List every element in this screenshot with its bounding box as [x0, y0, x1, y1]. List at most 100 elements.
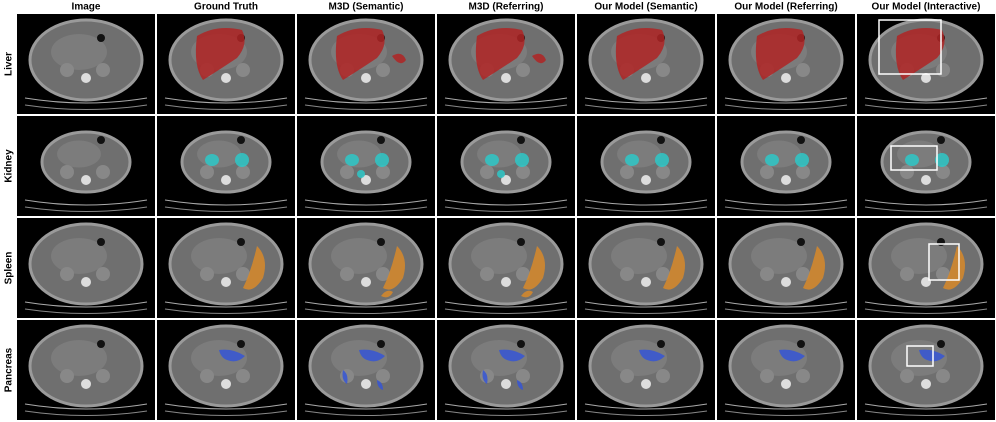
table-line: [584, 104, 708, 110]
ct-image: [297, 320, 435, 420]
ct-image: [437, 14, 575, 114]
mask: [205, 154, 219, 166]
organ: [57, 140, 101, 168]
kidney-left: [60, 63, 74, 77]
table-line: [24, 308, 148, 314]
column-header: Our Model (Interactive): [872, 2, 981, 13]
column-header: Our Model (Referring): [734, 2, 837, 13]
table-line: [724, 301, 848, 308]
ct-image: [437, 218, 575, 318]
table-line: [864, 403, 988, 410]
table-line: [164, 199, 288, 206]
organ: [51, 34, 107, 70]
gas: [797, 136, 805, 144]
mask: [375, 153, 389, 167]
kidney-left: [200, 165, 214, 179]
kidney-right: [796, 267, 810, 281]
mask-error: [357, 170, 365, 178]
spine: [501, 379, 511, 389]
kidney-right: [516, 267, 530, 281]
kidney-right: [96, 165, 110, 179]
row-label: Pancreas: [4, 347, 15, 392]
kidney-right: [656, 267, 670, 281]
mask-error: [521, 290, 533, 298]
gas: [97, 34, 105, 42]
kidney-left: [900, 267, 914, 281]
table-line: [24, 199, 148, 206]
ct-image: [297, 218, 435, 318]
spine: [641, 379, 651, 389]
kidney-right: [656, 63, 670, 77]
spine: [781, 175, 791, 185]
ct-image: [437, 116, 575, 216]
gas: [657, 340, 665, 348]
table-line: [444, 308, 568, 314]
table-line: [24, 206, 148, 212]
mask: [243, 246, 265, 290]
gas: [237, 340, 245, 348]
mask: [219, 349, 245, 362]
table-line: [724, 104, 848, 110]
mask-error: [497, 170, 505, 178]
kidney-left: [620, 267, 634, 281]
table-line: [584, 308, 708, 314]
kidney-left: [760, 267, 774, 281]
table-line: [304, 104, 428, 110]
mask-error: [532, 53, 546, 64]
table-line: [304, 301, 428, 308]
mask: [615, 28, 665, 80]
kidney-left: [60, 267, 74, 281]
mask: [485, 154, 499, 166]
table-line: [24, 104, 148, 110]
gas: [377, 238, 385, 246]
table-line: [584, 403, 708, 410]
kidney-left: [620, 165, 634, 179]
kidney-left: [760, 369, 774, 383]
gas: [657, 238, 665, 246]
table-line: [724, 403, 848, 410]
kidney-right: [236, 63, 250, 77]
ct-image: [857, 320, 995, 420]
gas: [97, 340, 105, 348]
ct-image: [577, 14, 715, 114]
table-line: [24, 97, 148, 104]
row-label: Liver: [4, 52, 15, 76]
spine: [221, 175, 231, 185]
table-line: [584, 199, 708, 206]
spine: [921, 175, 931, 185]
organ: [471, 238, 527, 274]
organ: [331, 340, 387, 376]
ct-image: [17, 218, 155, 318]
ct-image: [717, 320, 855, 420]
organ: [751, 238, 807, 274]
column-header: Our Model (Semantic): [594, 2, 697, 13]
spine: [781, 73, 791, 83]
kidney-right: [936, 165, 950, 179]
ct-image: [717, 116, 855, 216]
kidney-left: [60, 165, 74, 179]
spine: [361, 379, 371, 389]
ct-image: [17, 116, 155, 216]
organ: [757, 140, 801, 168]
organ: [331, 238, 387, 274]
mask: [359, 349, 385, 362]
organ: [611, 238, 667, 274]
mask: [195, 28, 245, 80]
gas: [937, 340, 945, 348]
mask-error: [381, 290, 393, 298]
organ: [197, 140, 241, 168]
spine: [221, 277, 231, 287]
organ: [477, 140, 521, 168]
kidney-right: [376, 369, 390, 383]
ct-image: [857, 14, 995, 114]
table-line: [164, 410, 288, 416]
kidney-right: [656, 165, 670, 179]
table-line: [304, 403, 428, 410]
table-line: [864, 410, 988, 416]
spine: [501, 277, 511, 287]
mask: [625, 154, 639, 166]
table-line: [724, 410, 848, 416]
spine: [641, 175, 651, 185]
table-line: [24, 301, 148, 308]
table-line: [164, 308, 288, 314]
